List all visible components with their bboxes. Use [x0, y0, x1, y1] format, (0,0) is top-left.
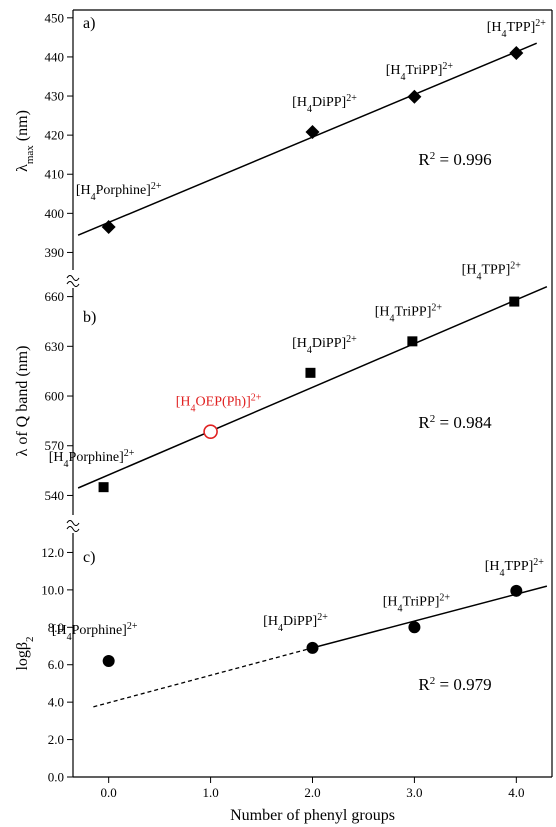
- y-tick-label: 630: [45, 339, 65, 354]
- data-point: [509, 46, 524, 61]
- point-label: [H4DiPP]2+: [292, 93, 357, 115]
- y-axis-label: logβ2: [14, 636, 36, 670]
- highlight-point-label: [H4OEP(Ph)]2+: [176, 392, 262, 414]
- axis-break-1-1: [66, 526, 80, 532]
- point-label: [H4TPP]2+: [487, 18, 547, 40]
- data-point: [510, 584, 523, 597]
- data-point: [305, 367, 316, 378]
- y-tick-label: 570: [45, 438, 65, 453]
- highlight-point: [203, 424, 218, 439]
- x-tick-label: 0.0: [101, 785, 117, 800]
- r-squared-label: R2 = 0.996: [418, 150, 491, 169]
- point-label: [H4TriPP]2+: [386, 60, 454, 82]
- y-tick-label: 6.0: [48, 657, 64, 672]
- point-label: [H4Porphine]2+: [52, 620, 138, 642]
- x-axis-label: Number of phenyl groups: [230, 807, 395, 824]
- data-point: [305, 125, 320, 140]
- fit-line-extrapolated: [93, 647, 313, 708]
- panel-a: 390 400 410 420 430 440 450 a) λmax (nm) [H4Porph…: [14, 10, 546, 260]
- point-label: [H4TriPP]2+: [375, 302, 443, 324]
- data-point: [102, 654, 115, 667]
- y-tick-label: 660: [45, 289, 65, 304]
- y-tick-label: 410: [45, 167, 65, 182]
- axis-break-0-0: [66, 275, 80, 281]
- point-label: [H4TPP]2+: [485, 556, 545, 578]
- fit-line: [77, 285, 548, 489]
- y-tick-label: 10.0: [41, 582, 64, 597]
- r-squared-label: R2 = 0.984: [418, 413, 492, 432]
- y-tick-label: 4.0: [48, 695, 64, 710]
- x-tick-label: 3.0: [406, 785, 422, 800]
- x-tick-label: 2.0: [304, 785, 320, 800]
- y-tick-label: 400: [45, 206, 65, 221]
- chart-frame: [66, 9, 553, 778]
- panel-label: c): [83, 549, 95, 566]
- panel-c: 0.0 2.0 4.0 6.0 8.0 10.0 12.0 c) logβ2 [H4Porphin…: [14, 545, 548, 785]
- data-point: [98, 482, 109, 493]
- y-tick-label: 450: [45, 10, 65, 25]
- fit-line: [312, 585, 548, 649]
- y-axis-label: λ of Q band (nm): [14, 346, 31, 457]
- y-tick-label: 540: [45, 488, 65, 503]
- data-point: [306, 641, 319, 654]
- data-point: [408, 621, 421, 634]
- fit-line: [77, 42, 538, 236]
- point-label: [H4DiPP]2+: [263, 611, 328, 633]
- y-tick-label: 390: [45, 245, 65, 260]
- data-point: [407, 336, 418, 347]
- chart-panels: 390 400 410 420 430 440 450 a) λmax (nm) [H4Porph…: [14, 10, 548, 785]
- y-tick-label: 420: [45, 128, 65, 143]
- data-point: [407, 89, 422, 104]
- y-tick-label: 0.0: [48, 770, 64, 785]
- point-label: [H4TPP]2+: [462, 260, 522, 282]
- axis-break-1-0: [66, 520, 80, 526]
- data-point: [101, 220, 116, 235]
- x-axis: 0.0 1.0 2.0 3.0 4.0 Number of phenyl groups: [101, 777, 524, 824]
- r-squared-label: R2 = 0.979: [418, 675, 491, 694]
- y-tick-label: 2.0: [48, 732, 64, 747]
- y-tick-label: 440: [45, 49, 65, 64]
- point-label: [H4DiPP]2+: [292, 333, 357, 355]
- panel-b: 540 570 600 630 660 b) λ of Q band (nm) [H4Porp…: [14, 260, 548, 503]
- axis-break-0-1: [66, 281, 80, 287]
- point-label: [H4TriPP]2+: [383, 592, 451, 614]
- data-point: [509, 296, 520, 307]
- y-tick-label: 8.0: [48, 620, 64, 635]
- x-tick-label: 4.0: [508, 785, 524, 800]
- y-tick-label: 430: [45, 89, 65, 104]
- y-axis-label: λmax (nm): [14, 110, 36, 172]
- point-label: [H4Porphine]2+: [76, 181, 162, 203]
- x-tick-label: 1.0: [202, 785, 218, 800]
- y-tick-label: 600: [45, 389, 65, 404]
- panel-label: a): [83, 15, 95, 32]
- panel-label: b): [83, 309, 96, 326]
- point-label: [H4Porphine]2+: [49, 448, 135, 470]
- y-tick-label: 12.0: [41, 545, 64, 560]
